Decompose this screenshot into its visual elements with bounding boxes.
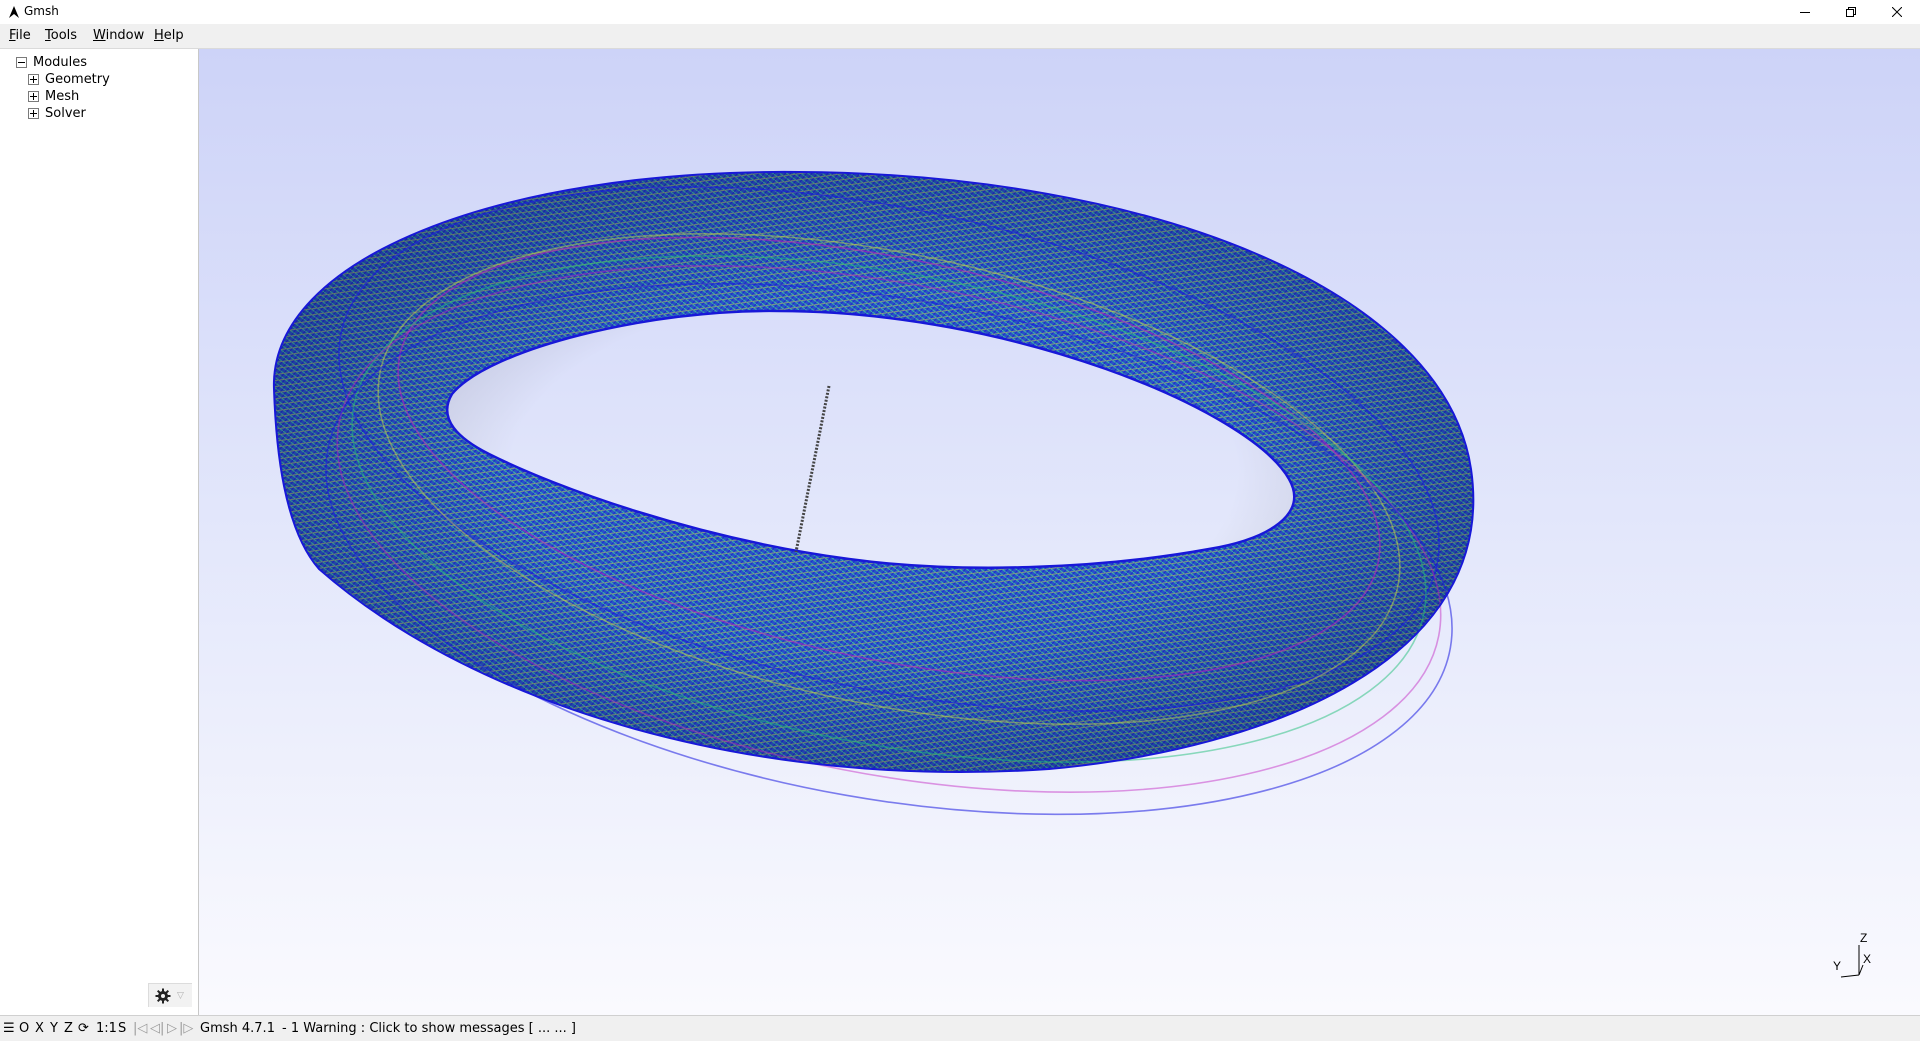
first-step-icon[interactable]: |◁ <box>133 1021 148 1036</box>
minimize-button[interactable] <box>1782 0 1828 24</box>
close-icon <box>1892 7 1902 17</box>
expand-icon[interactable] <box>28 90 39 102</box>
snap-button[interactable]: S <box>118 1021 127 1036</box>
menu-file-accel: F <box>9 28 16 43</box>
restore-button[interactable] <box>1828 0 1874 24</box>
dropdown-arrow-icon: ▽ <box>177 990 184 1001</box>
rotate-icon[interactable]: ⟳ <box>78 1021 89 1036</box>
menu-window-rest: indow <box>105 28 145 43</box>
expand-icon[interactable] <box>28 107 39 119</box>
minimize-icon <box>1800 12 1810 13</box>
status-messages[interactable]: - 1 Warning : Click to show messages [ .… <box>282 1021 577 1036</box>
tree-item-mesh-label: Mesh <box>45 88 80 104</box>
menu-window[interactable]: Window <box>93 28 144 43</box>
version-label: Gmsh 4.7.1 <box>200 1021 275 1036</box>
tree-item-modules[interactable]: Modules <box>16 54 87 70</box>
last-step-icon[interactable]: |▷ <box>179 1021 194 1036</box>
menu-file[interactable]: File <box>9 28 31 43</box>
tree-item-solver-label: Solver <box>45 105 86 121</box>
tree-item-modules-label: Modules <box>33 54 88 70</box>
torus-mesh-render <box>272 170 1475 816</box>
menu-help[interactable]: Help <box>154 28 184 43</box>
restore-icon <box>1846 7 1856 17</box>
axis-y-label: Y <box>1833 959 1841 973</box>
scale-button[interactable]: 1:1 <box>96 1021 117 1036</box>
options-gear-button[interactable]: ▽ <box>148 983 192 1007</box>
prev-step-icon[interactable]: ◁| <box>150 1021 165 1036</box>
menu-help-rest: elp <box>163 28 184 43</box>
menu-toggle-icon[interactable]: ☰ <box>3 1021 15 1036</box>
tree-item-geometry[interactable]: Geometry <box>28 71 110 87</box>
menu-tools[interactable]: Tools <box>45 28 77 43</box>
graphics-viewport[interactable]: Z Y X <box>199 49 1920 1015</box>
view-x-button[interactable]: X <box>35 1021 44 1036</box>
close-button[interactable] <box>1874 0 1920 24</box>
view-origin-button[interactable]: O <box>19 1021 30 1036</box>
axes-indicator: Z Y X <box>1827 931 1887 991</box>
tree-item-geometry-label: Geometry <box>45 71 110 87</box>
tree-item-mesh[interactable]: Mesh <box>28 88 79 104</box>
collapse-icon[interactable] <box>16 56 27 68</box>
gear-icon <box>155 988 171 1003</box>
status-bar: ☰ O X Y Z ⟳ 1:1 S |◁ ◁| ▷ |▷ Gmsh 4.7.1 … <box>0 1015 1920 1041</box>
menu-tools-rest: ools <box>50 28 78 43</box>
mesh-rings <box>325 186 1453 816</box>
menu-file-rest: ile <box>15 28 31 43</box>
view-z-button[interactable]: Z <box>64 1021 73 1036</box>
menu-tools-accel: T <box>45 28 51 43</box>
expand-icon[interactable] <box>28 73 39 85</box>
axis-x-label: X <box>1863 952 1871 966</box>
axes-icon: Z Y X <box>1833 931 1871 978</box>
axis-line <box>794 385 831 553</box>
module-tree-panel: Modules Geometry Mesh Solver ▽ <box>0 49 199 1015</box>
menu-bar: File Tools Window Help <box>0 24 1920 49</box>
title-bar: Gmsh <box>0 0 1920 24</box>
play-icon[interactable]: ▷ <box>167 1021 177 1036</box>
menu-window-accel: W <box>93 28 106 43</box>
gmsh-logo-icon <box>9 6 19 18</box>
menu-help-accel: H <box>154 28 164 43</box>
tree-item-solver[interactable]: Solver <box>28 105 86 121</box>
axis-z-label: Z <box>1860 931 1867 945</box>
window-title: Gmsh <box>24 4 59 18</box>
view-y-button[interactable]: Y <box>50 1021 58 1036</box>
